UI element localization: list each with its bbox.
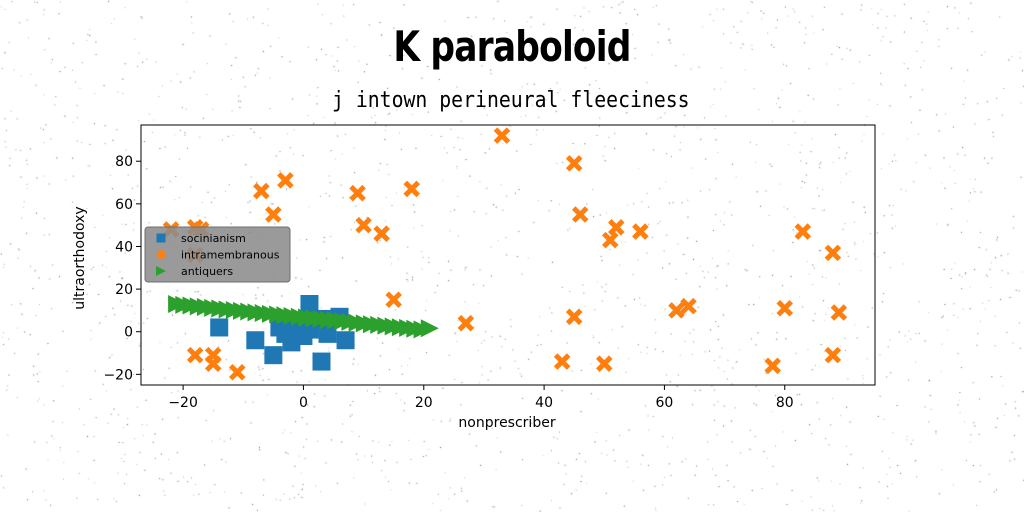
- legend-marker: [156, 233, 166, 243]
- legend-label: antiquers: [181, 265, 233, 278]
- data-point: [824, 346, 842, 364]
- data-point: [276, 324, 295, 343]
- x-tick-label: 40: [535, 395, 553, 411]
- chart-title: K paraboloid: [393, 22, 631, 71]
- data-point: [349, 184, 366, 202]
- x-tick-label: 0: [299, 395, 308, 411]
- y-tick-label: 80: [115, 154, 133, 170]
- data-point: [336, 331, 355, 350]
- data-point: [355, 216, 372, 234]
- x-tick-label: 80: [776, 395, 794, 411]
- data-point: [824, 244, 842, 262]
- data-point: [210, 318, 229, 337]
- data-point: [794, 223, 812, 240]
- data-point: [830, 304, 848, 321]
- data-point: [565, 155, 583, 172]
- data-point: [265, 206, 282, 223]
- legend: socinianism intramembranous antiquers: [144, 226, 291, 283]
- y-tick-label: 20: [115, 282, 133, 298]
- x-tick-label: 20: [415, 395, 433, 411]
- y-tick-label: −20: [103, 367, 133, 383]
- data-point: [312, 352, 331, 371]
- y-tick-label: 60: [115, 197, 133, 213]
- data-point: [776, 300, 794, 317]
- data-point: [420, 319, 439, 338]
- plot-area: [162, 127, 848, 381]
- y-tick-label: 0: [124, 325, 133, 341]
- data-point: [300, 295, 319, 314]
- series-antiquers: [168, 295, 439, 339]
- data-point: [632, 223, 649, 240]
- plot-frame: [140, 124, 876, 386]
- data-point: [277, 172, 294, 189]
- y-tick-label: 40: [115, 239, 133, 255]
- data-point: [571, 206, 589, 223]
- data-point: [264, 346, 283, 365]
- legend-label: intramembranous: [181, 249, 280, 262]
- data-point: [764, 357, 781, 375]
- legend-label: socinianism: [181, 232, 246, 245]
- data-point: [493, 127, 511, 144]
- data-point: [246, 331, 265, 350]
- data-point: [595, 355, 613, 372]
- data-point: [385, 291, 402, 309]
- chart-subtitle: j intown perineural fleeciness: [331, 88, 690, 113]
- x-tick-label: 60: [656, 395, 674, 411]
- series-intramembranous: [162, 127, 848, 381]
- data-point: [318, 324, 337, 343]
- legend-marker: [156, 249, 166, 260]
- x-axis-label: nonprescriber: [458, 415, 555, 431]
- y-axis-label: ultraorthodoxy: [72, 206, 88, 309]
- data-point: [553, 353, 571, 370]
- data-point: [680, 297, 697, 315]
- x-tick-label: −20: [168, 395, 198, 411]
- data-point: [228, 363, 246, 381]
- data-point: [668, 302, 685, 319]
- data-point: [565, 308, 583, 326]
- axes: −20 0 20 40 60 80 −20 0 20 40 60 80: [103, 124, 876, 411]
- data-point: [602, 231, 619, 249]
- data-point: [204, 355, 222, 372]
- data-point: [403, 180, 421, 198]
- legend-box: [144, 226, 291, 283]
- data-point: [457, 314, 475, 332]
- data-point: [253, 182, 270, 200]
- data-point: [186, 346, 204, 364]
- legend-marker: [156, 266, 166, 276]
- data-point: [608, 219, 625, 236]
- data-point: [373, 225, 390, 242]
